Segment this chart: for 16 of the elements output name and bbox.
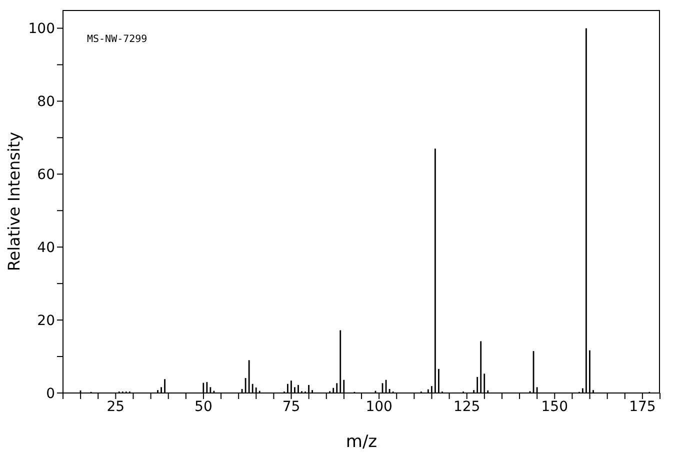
y-tick-label: 40: [37, 240, 55, 256]
x-axis-title: m/z: [346, 432, 378, 452]
x-tick-label: 125: [453, 398, 480, 415]
x-tick-label: 25: [106, 398, 125, 415]
annotation: MS-NW-7299: [87, 34, 148, 45]
y-tick-label: 20: [37, 313, 55, 330]
x-tick-label: 100: [366, 398, 392, 415]
y-tick-label: 0: [46, 386, 55, 402]
x-tick-label: 75: [282, 398, 300, 415]
x-tick-label: 150: [541, 398, 568, 415]
y-tick-label: 80: [37, 94, 55, 110]
y-tick-label: 60: [37, 167, 55, 184]
y-axis-title: Relative Intensity: [4, 132, 24, 272]
y-tick-label: 100: [28, 21, 55, 38]
x-tick-label: 175: [629, 398, 656, 415]
x-tick-label: 50: [194, 398, 212, 415]
